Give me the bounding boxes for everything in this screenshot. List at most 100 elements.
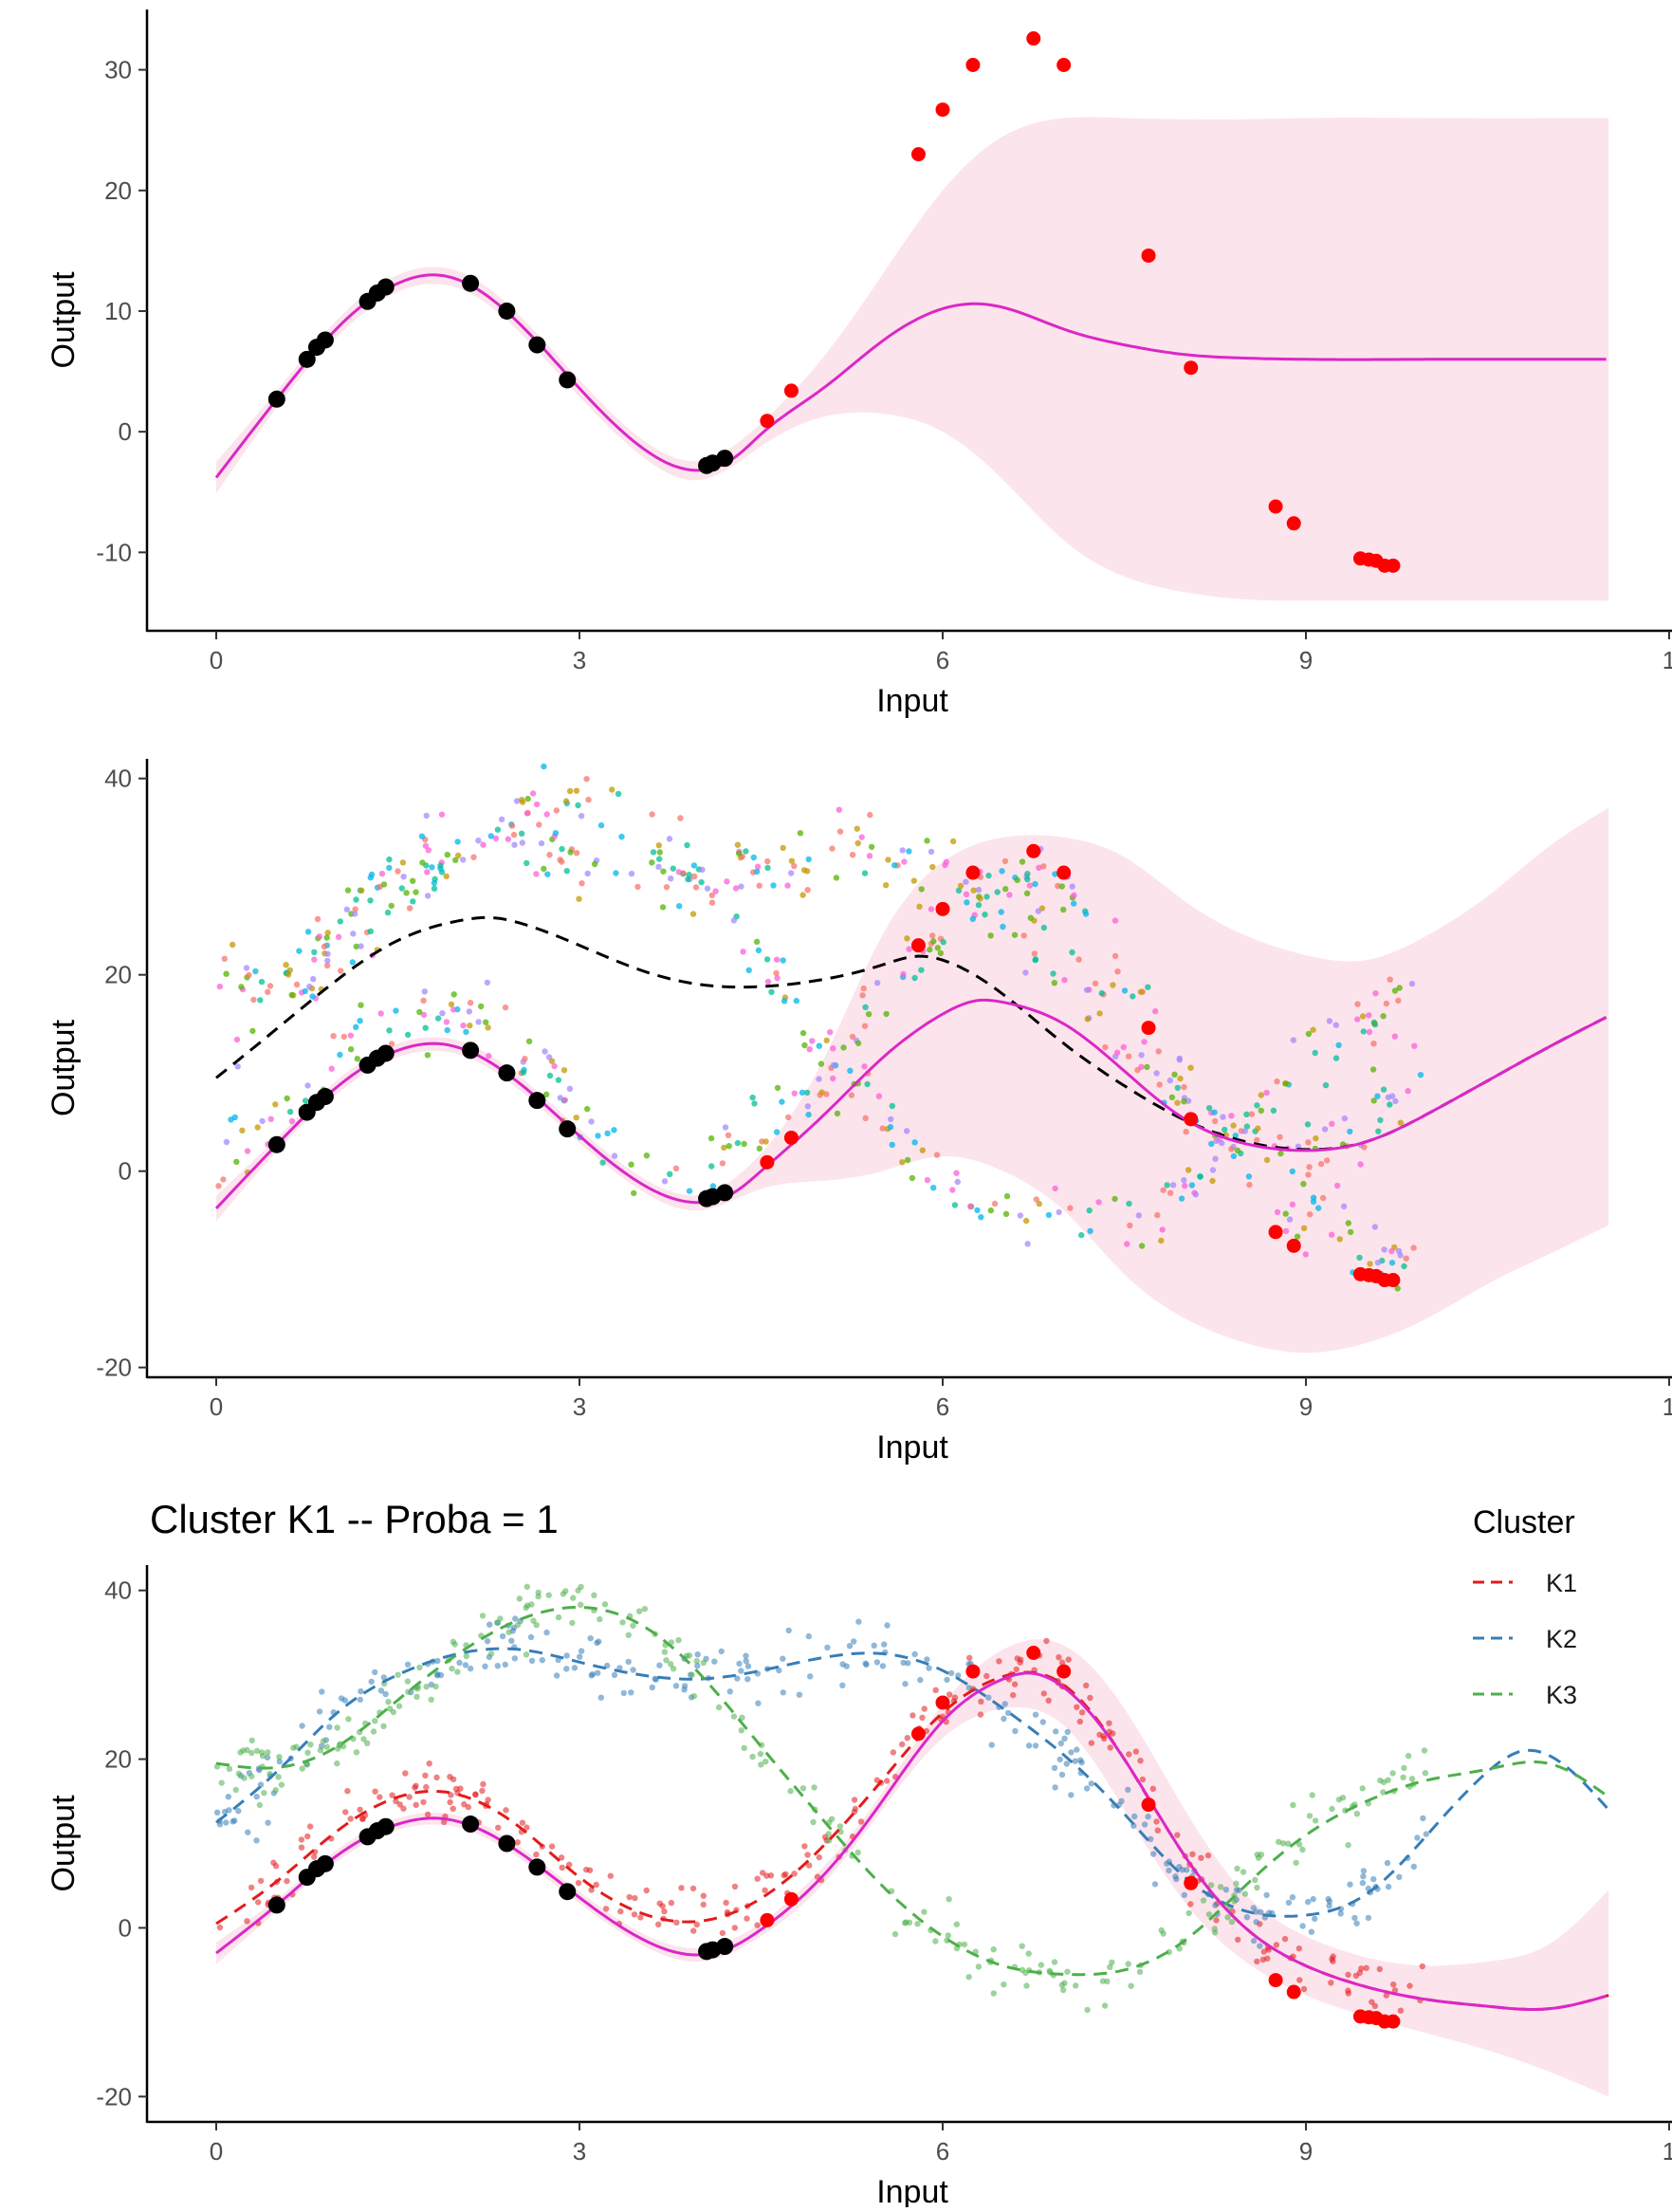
background-point bbox=[1408, 980, 1416, 987]
background-point bbox=[1211, 1926, 1218, 1932]
background-point bbox=[699, 866, 706, 874]
background-point bbox=[248, 1749, 255, 1757]
background-point bbox=[803, 1089, 811, 1097]
background-point bbox=[278, 1781, 285, 1788]
background-point bbox=[889, 1141, 895, 1149]
background-point bbox=[1067, 1205, 1074, 1211]
background-point bbox=[823, 1037, 830, 1044]
background-point bbox=[353, 896, 359, 903]
background-point bbox=[422, 1772, 429, 1779]
background-point bbox=[364, 1740, 371, 1747]
background-point bbox=[470, 854, 477, 860]
background-point bbox=[1391, 1987, 1399, 1994]
background-point bbox=[1326, 1898, 1333, 1905]
background-point bbox=[829, 845, 836, 852]
background-point bbox=[1205, 1105, 1213, 1112]
testing-point bbox=[965, 58, 981, 73]
background-point bbox=[860, 985, 867, 992]
background-point bbox=[385, 1699, 392, 1705]
observed-point bbox=[267, 1896, 285, 1914]
background-point bbox=[609, 786, 616, 793]
background-point bbox=[1043, 1637, 1050, 1645]
background-point bbox=[1347, 1228, 1354, 1236]
background-point bbox=[267, 1115, 274, 1123]
background-point bbox=[1282, 1210, 1289, 1217]
background-point bbox=[1315, 1205, 1322, 1211]
background-point bbox=[536, 821, 542, 828]
background-point bbox=[824, 1644, 831, 1651]
background-point bbox=[1076, 1718, 1084, 1725]
background-point bbox=[541, 865, 547, 873]
background-point bbox=[1045, 1697, 1052, 1705]
background-point bbox=[248, 1884, 255, 1891]
background-point bbox=[597, 821, 605, 829]
background-point bbox=[1159, 1226, 1166, 1233]
background-point bbox=[607, 1872, 614, 1879]
background-point bbox=[628, 1689, 634, 1696]
background-point bbox=[316, 1708, 323, 1715]
background-point bbox=[1254, 1102, 1260, 1109]
background-point bbox=[739, 1714, 745, 1722]
background-point bbox=[855, 1618, 862, 1625]
background-point bbox=[975, 886, 983, 894]
background-point bbox=[757, 1750, 764, 1758]
background-point bbox=[413, 1693, 420, 1701]
background-point bbox=[731, 1925, 738, 1931]
background-point bbox=[1384, 1859, 1391, 1867]
background-point bbox=[272, 1101, 279, 1108]
background-point bbox=[483, 1019, 489, 1025]
background-point bbox=[1419, 1963, 1426, 1970]
background-point bbox=[1277, 1134, 1283, 1140]
background-point bbox=[552, 830, 560, 837]
background-point bbox=[673, 1919, 680, 1926]
background-point bbox=[1257, 1943, 1263, 1949]
background-point bbox=[1184, 1867, 1190, 1873]
background-point bbox=[422, 1024, 429, 1031]
background-point bbox=[1330, 1958, 1336, 1964]
background-point bbox=[1035, 908, 1042, 914]
background-point bbox=[452, 857, 459, 863]
observed-point bbox=[498, 1834, 516, 1853]
background-point bbox=[793, 997, 799, 1005]
background-point bbox=[785, 1627, 792, 1634]
background-point bbox=[1241, 1890, 1249, 1897]
background-point bbox=[231, 1817, 238, 1824]
background-point bbox=[888, 1115, 894, 1123]
background-point bbox=[243, 965, 250, 971]
background-point bbox=[367, 897, 374, 904]
legend-label-k3: K3 bbox=[1546, 1681, 1577, 1709]
background-point bbox=[924, 1176, 931, 1184]
background-point bbox=[1353, 1811, 1361, 1817]
background-point bbox=[1235, 1936, 1241, 1944]
background-point bbox=[743, 1658, 749, 1665]
background-point bbox=[578, 1648, 585, 1654]
background-point bbox=[310, 975, 317, 983]
background-point bbox=[1359, 1785, 1366, 1792]
background-point bbox=[1137, 1758, 1144, 1764]
background-point bbox=[906, 848, 912, 855]
background-point bbox=[235, 1770, 243, 1778]
background-point bbox=[977, 1711, 984, 1718]
background-point bbox=[773, 1129, 781, 1135]
background-point bbox=[781, 998, 788, 1005]
background-point bbox=[420, 997, 427, 1005]
background-point bbox=[1197, 1173, 1203, 1180]
background-point bbox=[484, 979, 490, 986]
background-point bbox=[1254, 1884, 1260, 1891]
x-tick-label: 0 bbox=[210, 646, 223, 674]
background-point bbox=[767, 1872, 775, 1879]
background-point bbox=[1205, 1911, 1213, 1918]
background-point bbox=[553, 807, 560, 814]
background-point bbox=[864, 1080, 871, 1088]
background-point bbox=[1423, 1831, 1430, 1837]
background-point bbox=[425, 847, 432, 854]
background-point bbox=[917, 1676, 924, 1684]
background-point bbox=[410, 877, 416, 884]
background-point bbox=[1365, 1914, 1372, 1922]
background-point bbox=[555, 1077, 562, 1083]
background-point bbox=[708, 899, 716, 906]
background-point bbox=[1391, 987, 1399, 994]
observed-point bbox=[462, 1816, 480, 1834]
background-point bbox=[1369, 1999, 1375, 2005]
background-point bbox=[791, 1871, 798, 1877]
